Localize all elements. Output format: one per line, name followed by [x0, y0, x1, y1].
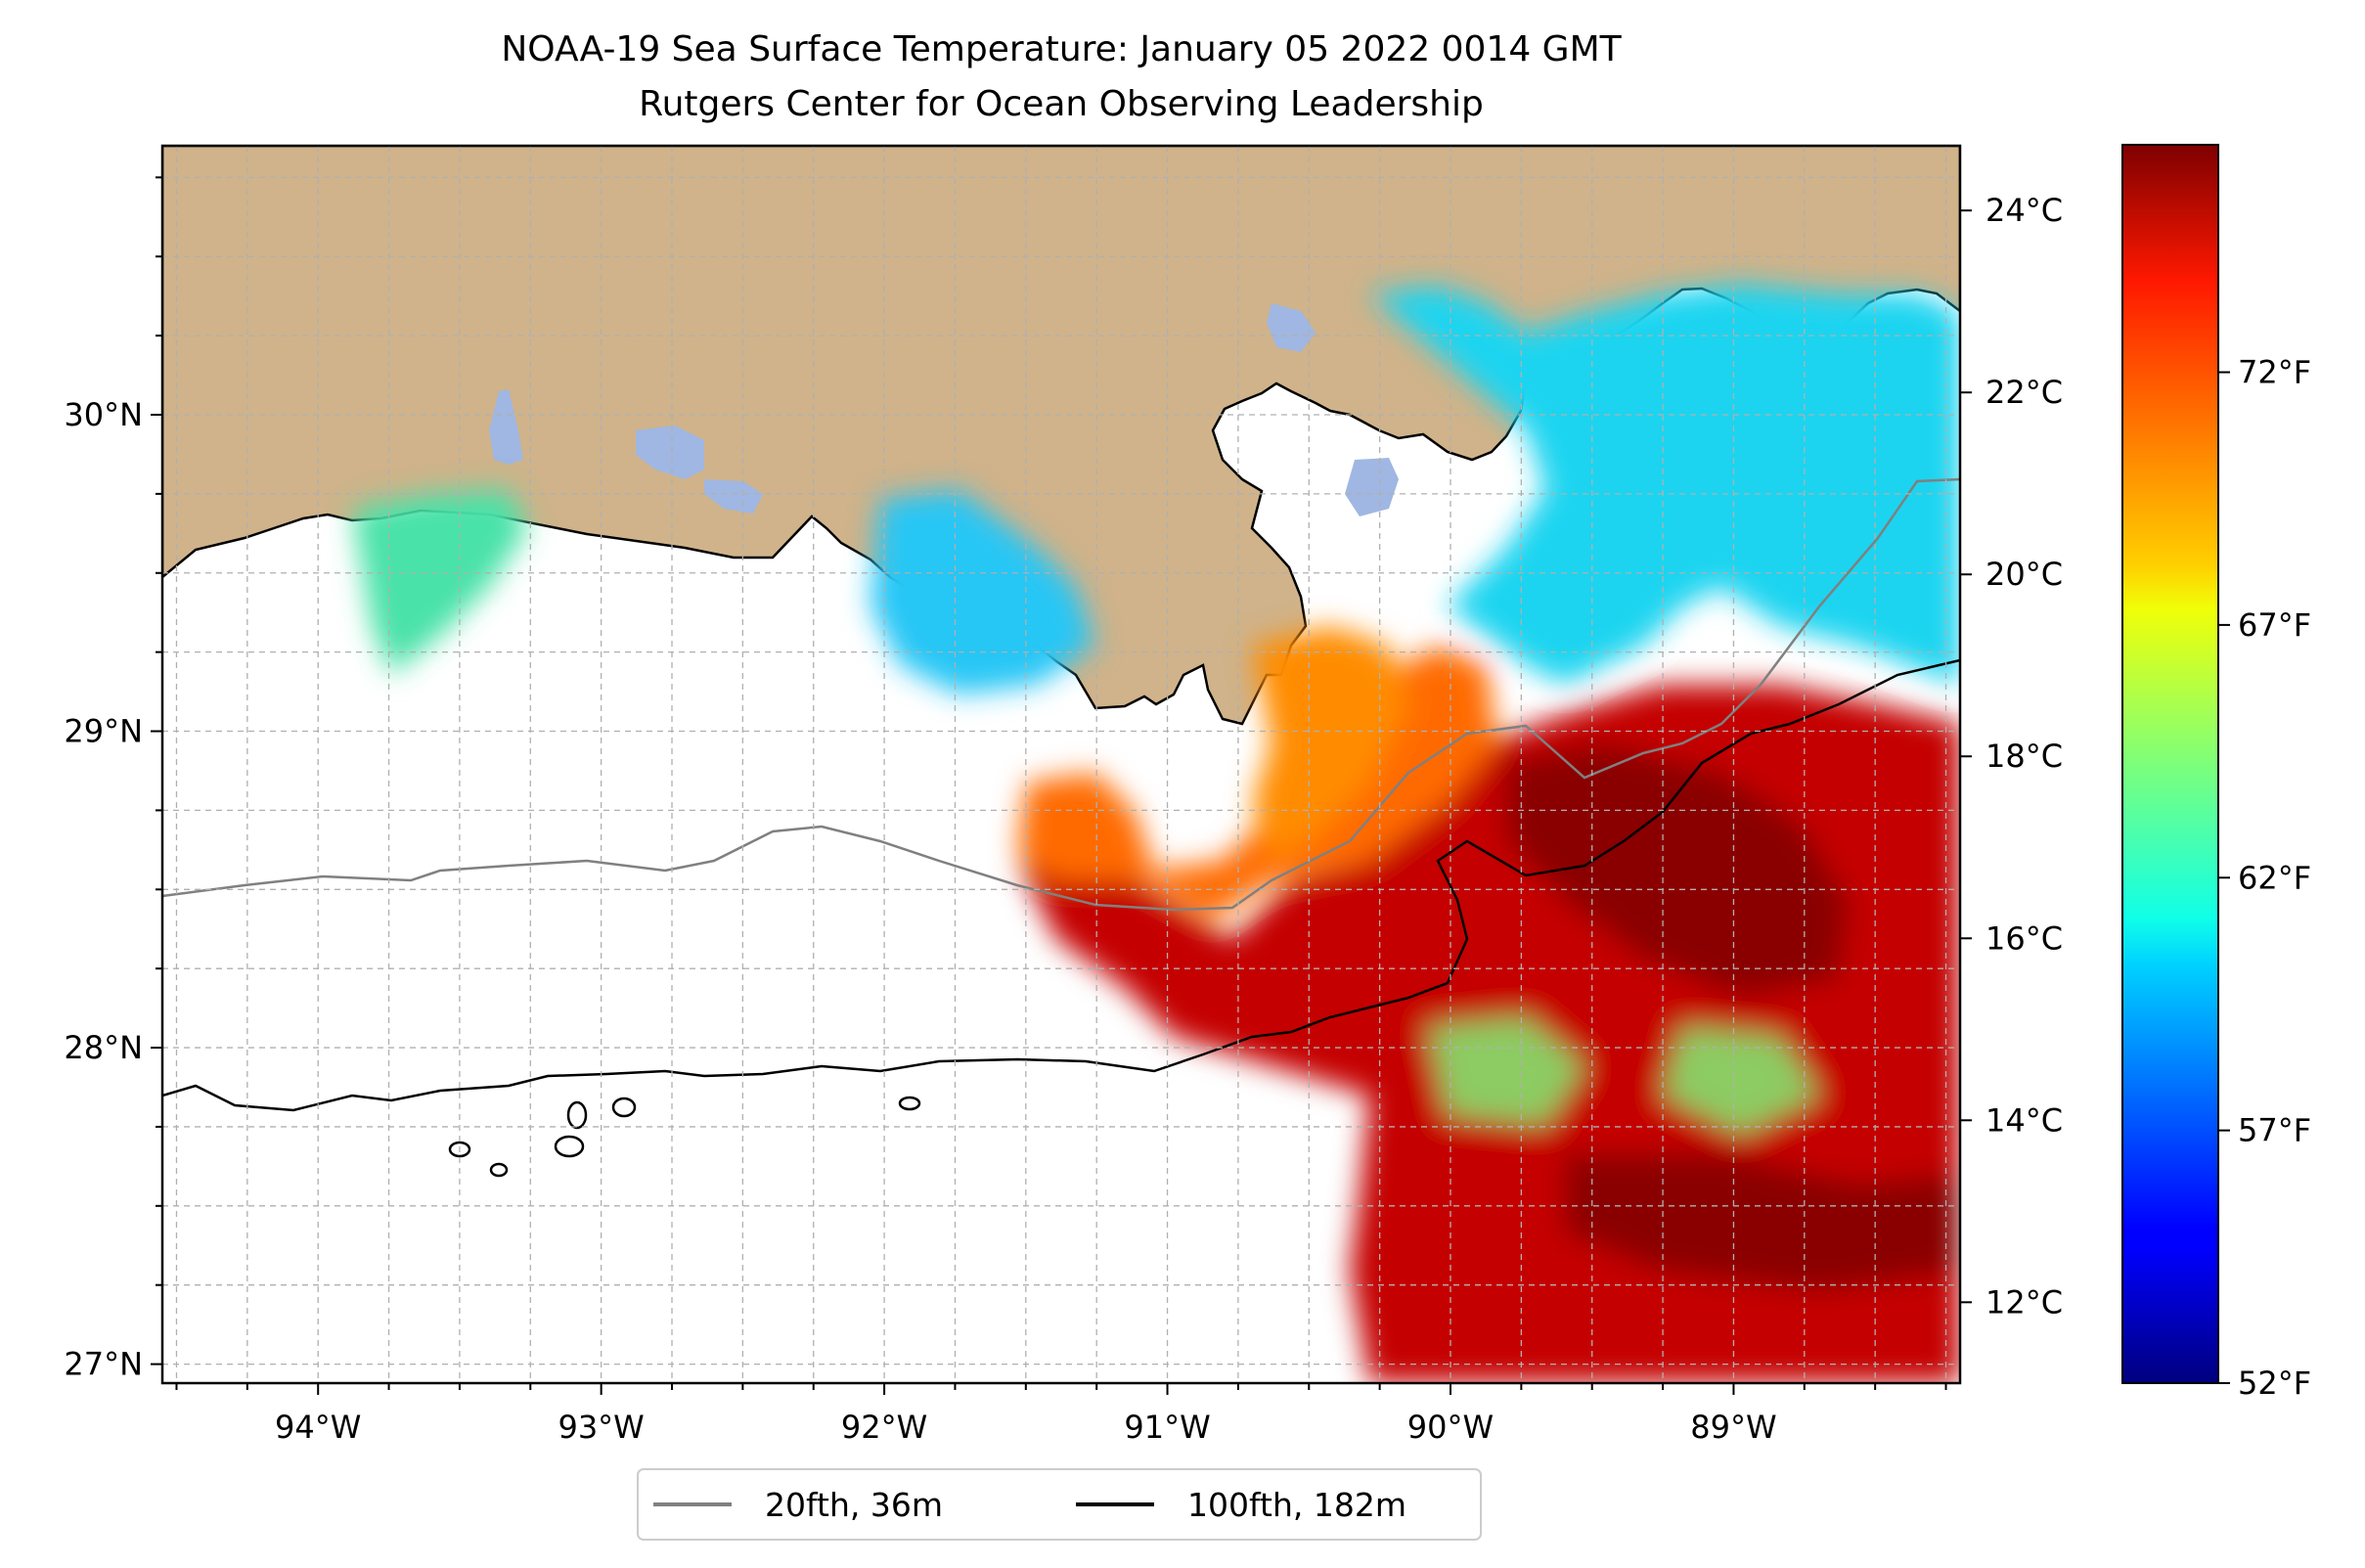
legend-frame — [637, 1468, 1482, 1541]
gridlines — [162, 146, 1960, 1383]
sst-deep-red-patch-south — [1565, 1154, 1960, 1291]
celsius-tick-label: 12°C — [1986, 1283, 2063, 1321]
offshore-banks — [448, 1096, 921, 1178]
lat-tick-label: 27°N — [64, 1346, 143, 1383]
title-line-2: Rutgers Center for Ocean Observing Leade… — [639, 84, 1484, 124]
lon-tick-label: 94°W — [275, 1409, 361, 1446]
colorbar: 24°C 22°C 20°C 18°C 16°C 14°C 12°C 72°F 67°F 62°… — [1960, 144, 2311, 1402]
title-line-1: NOAA-19 Sea Surface Temperature: January… — [501, 29, 1622, 69]
longitude-axis: 94°W 93°W 92°W 91°W 90°W 89°W — [175, 1383, 1947, 1446]
fahrenheit-tick-label: 67°F — [2238, 606, 2311, 644]
lat-tick-label: 29°N — [64, 713, 143, 750]
celsius-tick-label: 16°C — [1986, 919, 2063, 957]
legend-label-20fth: 20fth, 36m — [765, 1486, 943, 1524]
map-panel: 30°N 29°N 28°N 27°N 94°W 93°W 92°W 91°W 90°W 89°… — [64, 144, 1962, 1446]
sst-shelf-orange — [1252, 626, 1408, 861]
fahrenheit-tick-label: 52°F — [2238, 1365, 2311, 1402]
sst-nearshore-central — [870, 489, 1095, 694]
lake-white — [704, 479, 763, 514]
lake-calcasieu — [489, 389, 523, 465]
colorbar-gradient — [2121, 144, 2219, 1384]
sst-field — [352, 284, 1960, 1383]
colorbar-fahrenheit-axis: 72°F 67°F 62°F 57°F 52°F — [2218, 354, 2311, 1402]
celsius-tick-label: 24°C — [1986, 192, 2063, 229]
lat-tick-label: 30°N — [64, 396, 143, 433]
lon-tick-label: 89°W — [1690, 1409, 1776, 1446]
lon-tick-label: 93°W — [558, 1409, 644, 1446]
lake-maurepas — [1267, 303, 1316, 352]
lon-tick-label: 91°W — [1124, 1409, 1210, 1446]
celsius-tick-label: 22°C — [1986, 374, 2063, 411]
lon-tick-label: 92°W — [841, 1409, 927, 1446]
celsius-tick-label: 20°C — [1986, 556, 2063, 593]
isobath-20fth — [162, 477, 1960, 912]
fahrenheit-tick-label: 62°F — [2238, 859, 2311, 896]
lon-tick-label: 90°W — [1407, 1409, 1494, 1446]
isobath-100fth — [162, 658, 1960, 1112]
legend-label-100fth: 100fth, 182m — [1187, 1486, 1406, 1524]
colorbar-celsius-axis: 24°C 22°C 20°C 18°C 16°C 14°C 12°C — [1960, 192, 2063, 1321]
sst-cool-nearshore-east — [1369, 284, 1960, 685]
sst-cool-green-patches — [1428, 1017, 1819, 1135]
lake-grand — [636, 426, 704, 479]
fahrenheit-tick-label: 72°F — [2238, 354, 2311, 391]
lake-salvador — [1345, 458, 1399, 516]
fahrenheit-tick-label: 57°F — [2238, 1112, 2311, 1149]
celsius-tick-label: 18°C — [1986, 738, 2063, 775]
legend: 20fth, 36m 100fth, 182m — [637, 1468, 1482, 1541]
map-frame — [160, 144, 1962, 1385]
latitude-axis: 30°N 29°N 28°N 27°N — [64, 176, 162, 1383]
sst-nearshore-west — [352, 489, 528, 675]
celsius-tick-label: 14°C — [1986, 1101, 2063, 1139]
lat-tick-label: 28°N — [64, 1029, 143, 1066]
